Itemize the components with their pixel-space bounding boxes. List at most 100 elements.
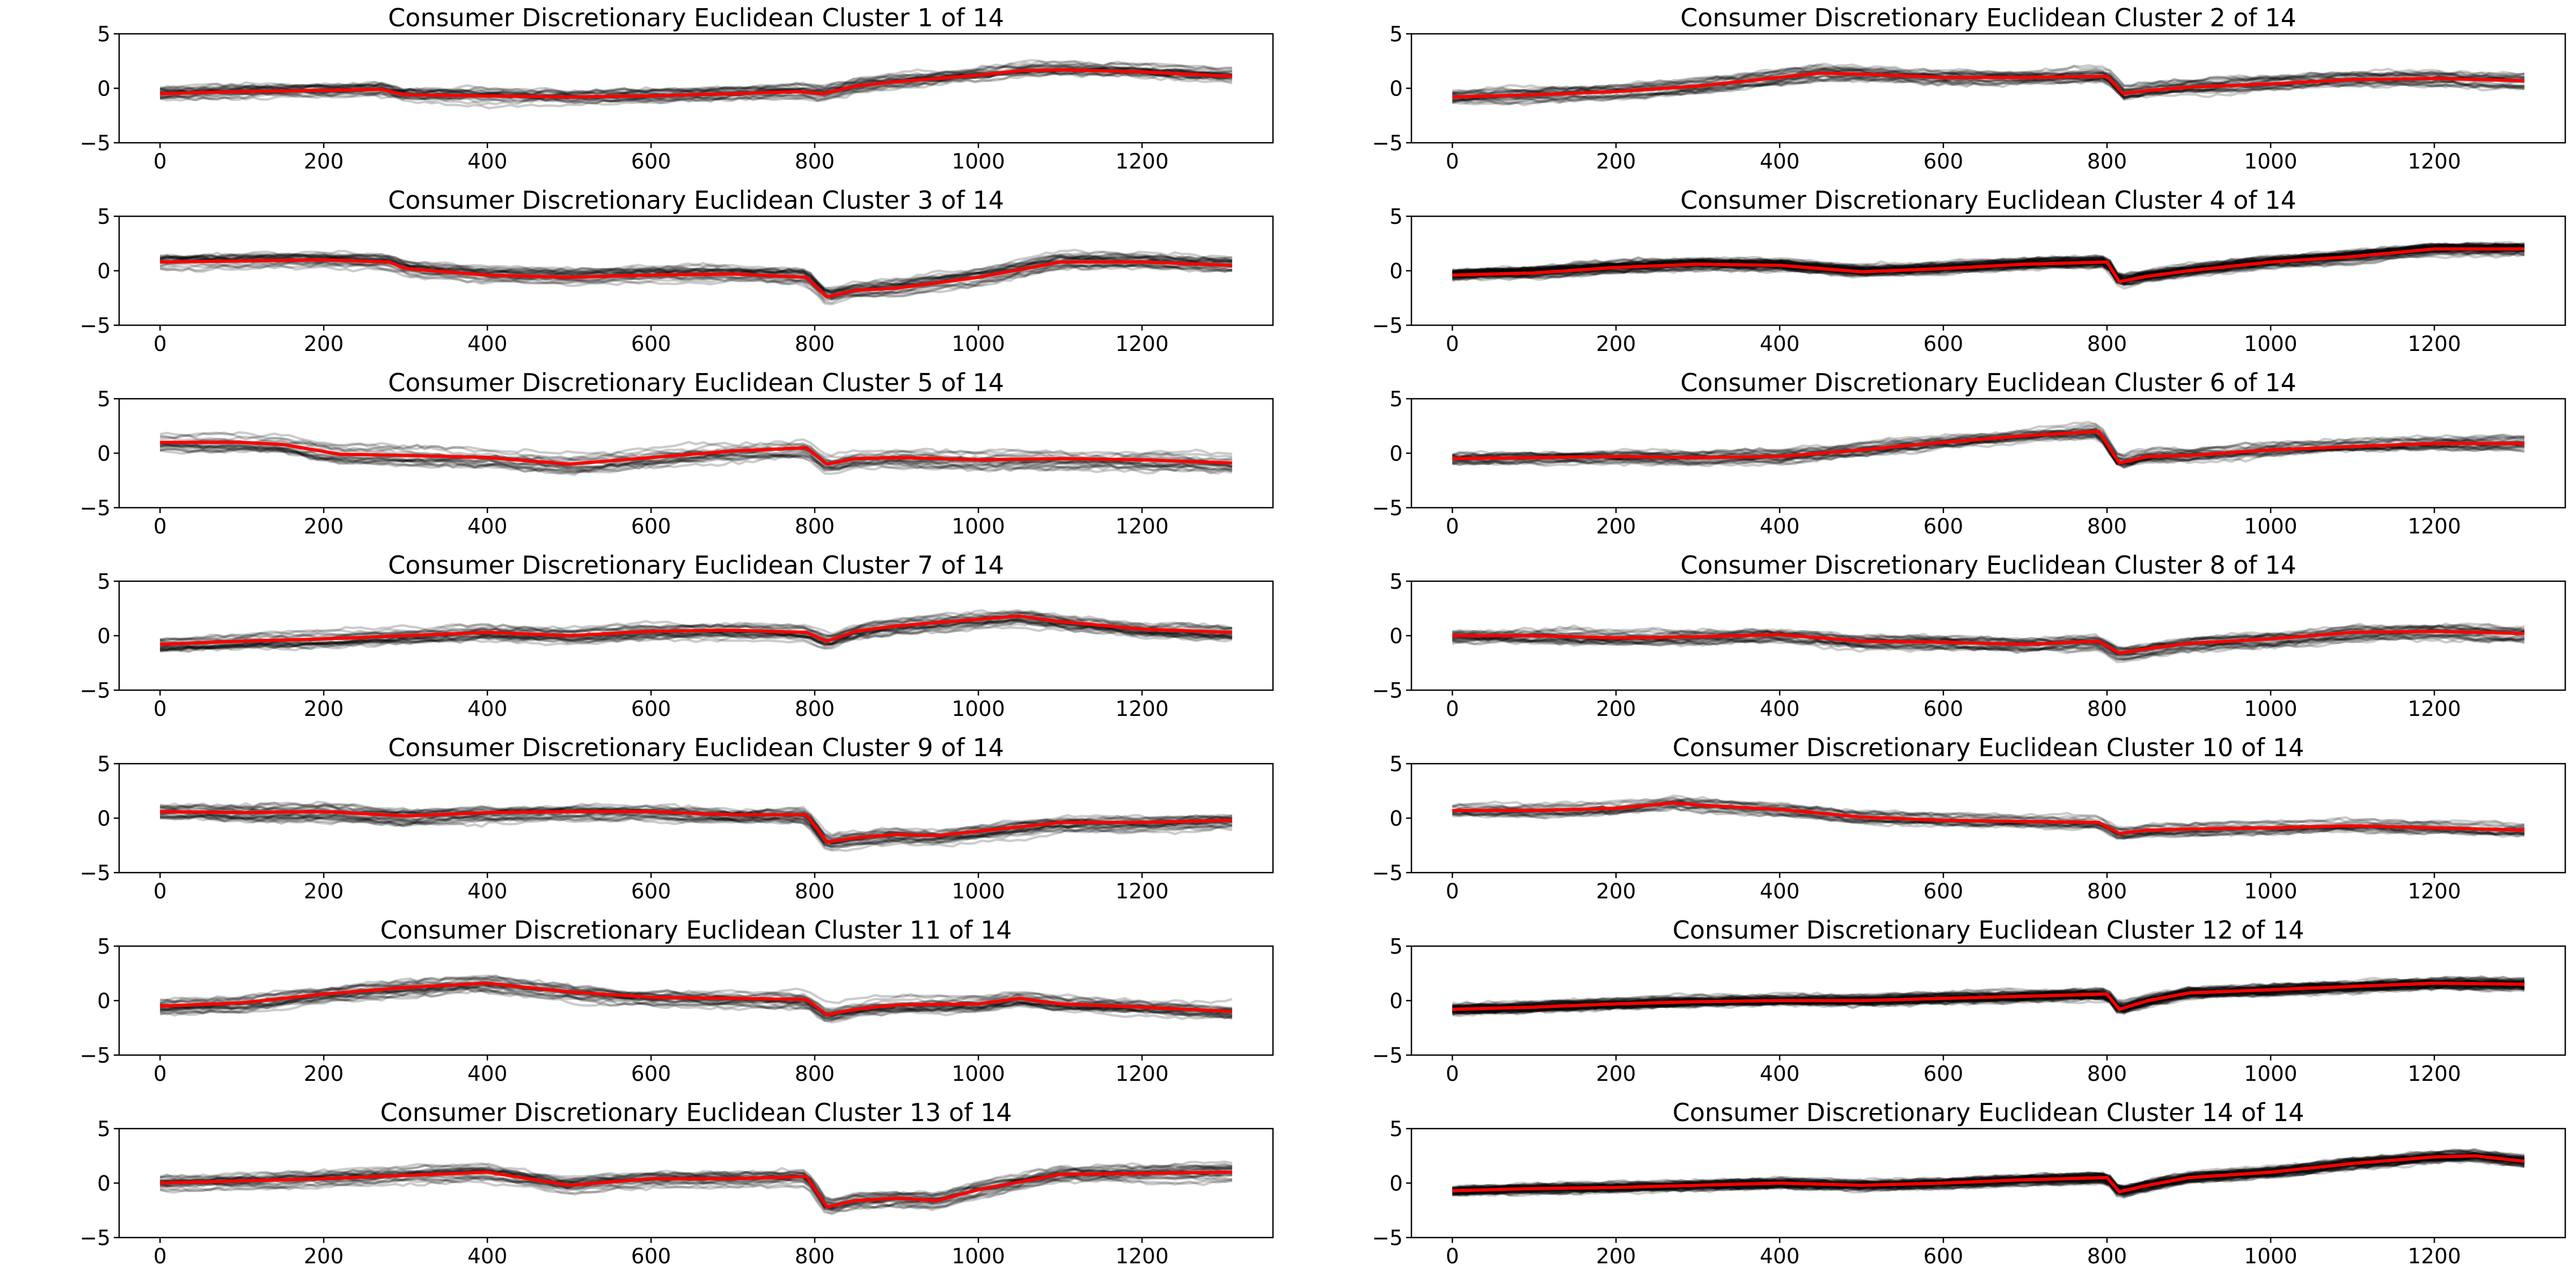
x-tick-label: 1200 <box>1115 697 1168 721</box>
x-tick-label: 800 <box>795 880 835 904</box>
x-tick-label: 600 <box>1923 697 1963 721</box>
cluster-member-line <box>160 250 1232 295</box>
y-tick-label: −5 <box>80 679 111 703</box>
cluster-chart-12: 0 200 400 600 800 1000 1200 −5 0 5 Consumer Discre… <box>1372 916 2566 1086</box>
plot-area <box>159 800 1233 852</box>
plot-area <box>159 1160 1233 1216</box>
chart-title: Consumer Discretionary Euclidean Cluster… <box>1680 3 2296 32</box>
x-tick-label: 1000 <box>952 1245 1005 1269</box>
cluster-member-line <box>1452 420 2525 458</box>
cluster-chart-14: 0 200 400 600 800 1000 1200 −5 0 5 Consumer Discre… <box>1372 1098 2566 1269</box>
y-tick-label: 5 <box>1389 1117 1403 1141</box>
cluster-member-line <box>1452 243 2525 282</box>
cluster-member-line <box>1452 75 2524 105</box>
cluster-member-line <box>159 976 1233 1013</box>
cluster-member-line <box>160 619 1233 652</box>
x-tick-label: 1200 <box>1115 150 1168 174</box>
x-tick-label: 0 <box>153 697 167 721</box>
y-tick-label: −5 <box>1372 679 1403 703</box>
cluster-member-line <box>1452 251 2524 286</box>
y-tick-label: 0 <box>1389 77 1403 101</box>
x-tick-label: 200 <box>1596 515 1636 539</box>
cluster-member-line <box>159 617 1233 652</box>
x-tick-label: 0 <box>1446 1245 1459 1269</box>
cluster-member-line <box>160 620 1233 653</box>
cluster-member-line <box>1452 634 2525 661</box>
cluster-chart-13: 0 200 400 600 800 1000 1200 −5 0 5 Consumer Discre… <box>80 1098 1274 1269</box>
y-tick-label: −5 <box>1372 131 1403 156</box>
plot-area <box>159 431 1233 477</box>
cluster-member-line <box>159 447 1233 474</box>
cluster-centroid-line <box>160 1170 1232 1209</box>
chart-title: Consumer Discretionary Euclidean Cluster… <box>1680 551 2296 580</box>
x-tick-label: 800 <box>795 1245 835 1269</box>
cluster-member-line <box>1452 242 2524 276</box>
x-tick-label: 200 <box>1596 1245 1636 1269</box>
y-tick-label: 0 <box>1389 807 1403 831</box>
plot-area <box>1452 62 2525 107</box>
x-tick-label: 200 <box>304 697 343 721</box>
x-tick-label: 800 <box>795 1062 835 1086</box>
cluster-chart-3: 0 200 400 600 800 1000 1200 −5 0 5 Consumer Discre… <box>80 186 1274 356</box>
cluster-member-line <box>1452 984 2525 1014</box>
cluster-member-line <box>1452 633 2524 660</box>
x-tick-label: 0 <box>153 1062 167 1086</box>
y-tick-label: 0 <box>97 990 111 1014</box>
cluster-member-line <box>1452 976 2524 1009</box>
cluster-chart-11: 0 200 400 600 800 1000 1200 −5 0 5 Consumer Discre… <box>80 916 1274 1086</box>
x-tick-label: 1000 <box>2244 1062 2297 1086</box>
cluster-member-line <box>1452 427 2525 461</box>
x-tick-label: 400 <box>1760 332 1799 356</box>
cluster-member-line <box>159 987 1233 1022</box>
x-tick-label: 400 <box>1760 150 1799 174</box>
cluster-member-line <box>1452 72 2524 103</box>
x-tick-label: 1000 <box>952 150 1005 174</box>
x-tick-label: 600 <box>1923 332 1963 356</box>
cluster-member-line <box>1452 63 2525 96</box>
x-tick-label: 600 <box>1923 1245 1963 1269</box>
cluster-member-line <box>1452 984 2525 1014</box>
cluster-member-line <box>159 61 1233 97</box>
cluster-member-line <box>1452 250 2525 282</box>
x-tick-label: 0 <box>1446 1062 1459 1086</box>
x-tick-label: 1200 <box>2407 697 2461 721</box>
cluster-member-line <box>159 1172 1233 1210</box>
cluster-member-line <box>1452 625 2525 652</box>
cluster-member-line <box>1452 983 2525 1015</box>
y-tick-label: 0 <box>1389 260 1403 284</box>
cluster-member-line <box>159 252 1232 292</box>
y-tick-label: −5 <box>80 131 111 156</box>
cluster-member-line <box>160 437 1233 467</box>
cluster-member-line <box>159 252 1233 295</box>
cluster-centroid-line <box>1452 982 2524 1011</box>
cluster-chart-9: 0 200 400 600 800 1000 1200 −5 0 5 Consumer Discre… <box>80 733 1274 904</box>
cluster-centroid-line <box>1452 247 2524 283</box>
cluster-member-line <box>159 807 1233 848</box>
x-tick-label: 1000 <box>952 697 1005 721</box>
cluster-chart-2: 0 200 400 600 800 1000 1200 −5 0 5 Consumer Discre… <box>1372 3 2566 174</box>
cluster-centroid-line <box>1452 71 2524 99</box>
cluster-member-line <box>1452 72 2525 102</box>
cluster-centroid-line <box>160 441 1232 466</box>
cluster-member-line <box>1452 622 2524 658</box>
cluster-member-line <box>1452 1148 2525 1191</box>
y-tick-label: 0 <box>1389 1172 1403 1196</box>
cluster-member-line <box>1452 1150 2525 1191</box>
y-tick-label: −5 <box>1372 496 1403 521</box>
cluster-member-line <box>160 815 1233 848</box>
cluster-member-line <box>1452 243 2525 279</box>
cluster-member-line <box>1452 627 2525 656</box>
cluster-member-line <box>1452 428 2525 464</box>
cluster-chart-1: 0 200 400 600 800 1000 1200 −5 0 5 Consumer Discre… <box>80 3 1274 174</box>
cluster-member-line <box>1452 251 2524 284</box>
x-tick-label: 200 <box>1596 150 1636 174</box>
x-tick-label: 400 <box>1760 880 1799 904</box>
x-tick-label: 1000 <box>952 880 1005 904</box>
cluster-centroid-line <box>160 810 1232 844</box>
cluster-member-line <box>1452 975 2524 1008</box>
cluster-member-line <box>1452 65 2525 98</box>
x-tick-label: 800 <box>2087 332 2127 356</box>
x-tick-label: 0 <box>153 515 167 539</box>
x-tick-label: 1200 <box>2407 150 2461 174</box>
cluster-member-line <box>1452 245 2525 282</box>
